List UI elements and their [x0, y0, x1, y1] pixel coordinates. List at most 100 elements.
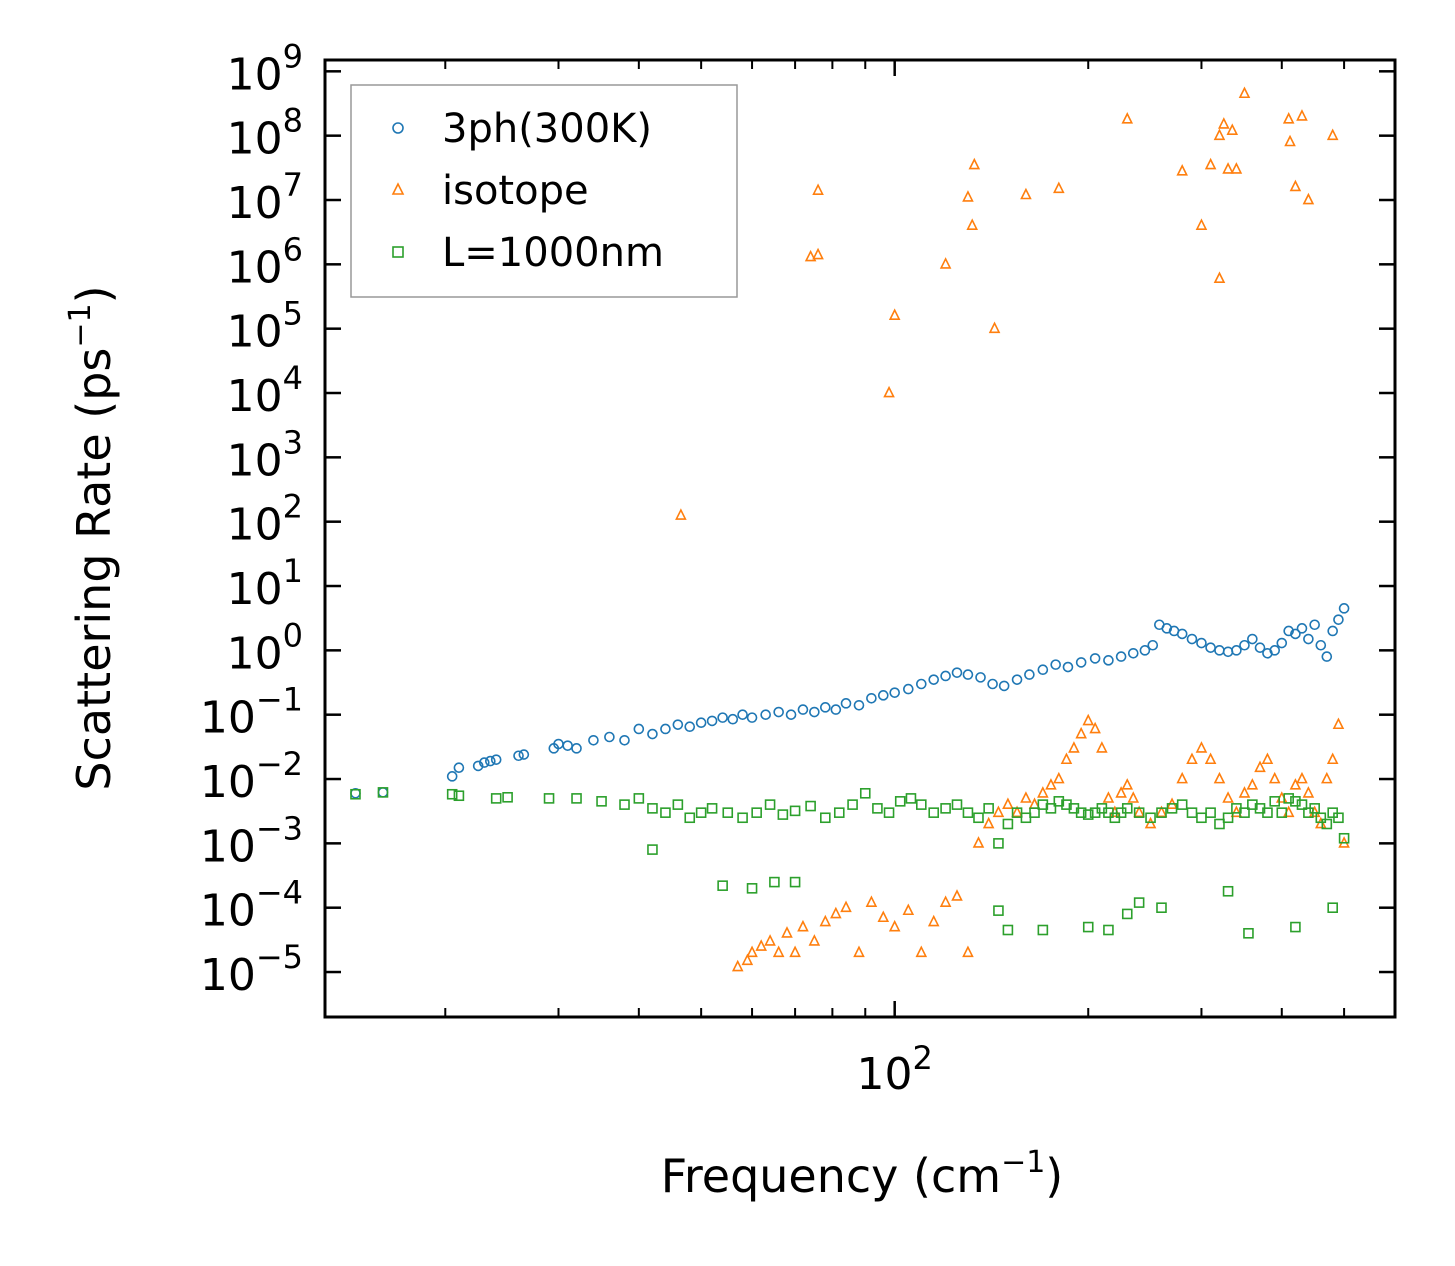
- point-isotope: [1282, 112, 1295, 124]
- point-isotope: [865, 895, 878, 908]
- point-l-1000nm: [894, 796, 906, 807]
- data-points: [350, 86, 1350, 972]
- point-3ph-300k: [1176, 628, 1188, 640]
- point-l-1000nm: [905, 793, 917, 804]
- point-isotope: [1075, 726, 1087, 739]
- point-l-1000nm: [1309, 803, 1320, 814]
- point-l-1000nm: [350, 788, 361, 800]
- point-3ph-300k: [1309, 619, 1320, 631]
- point-isotope: [939, 895, 952, 908]
- point-3ph-300k: [1011, 674, 1023, 685]
- point-isotope: [1204, 752, 1217, 765]
- point-isotope: [1068, 741, 1080, 753]
- point-l-1000nm: [1239, 807, 1250, 818]
- y-tick-label: 102: [227, 488, 303, 551]
- point-isotope: [1268, 771, 1281, 784]
- point-3ph-300k: [706, 715, 718, 727]
- point-isotope: [741, 953, 754, 966]
- point-l-1000nm: [633, 793, 645, 804]
- point-l-1000nm: [1156, 902, 1167, 913]
- point-l-1000nm: [764, 799, 776, 810]
- point-isotope: [1296, 771, 1308, 784]
- point-l-1000nm: [619, 799, 630, 810]
- point-isotope: [1326, 752, 1339, 765]
- point-isotope: [1289, 778, 1302, 790]
- point-l-1000nm: [647, 844, 658, 855]
- point-3ph-300k: [1161, 623, 1173, 634]
- point-l-1000nm: [1205, 807, 1216, 818]
- point-l-1000nm: [684, 812, 696, 824]
- point-l-1000nm: [1176, 799, 1188, 810]
- point-l-1000nm: [1166, 803, 1178, 814]
- point-isotope: [1332, 717, 1345, 730]
- point-isotope: [1037, 786, 1049, 798]
- point-3ph-300k: [619, 734, 630, 746]
- point-isotope: [1222, 791, 1234, 803]
- point-isotope: [1127, 791, 1140, 803]
- point-3ph-300k: [1127, 647, 1139, 659]
- point-isotope: [992, 805, 1005, 818]
- point-3ph-300k: [633, 723, 645, 735]
- y-tick-label: 10−5: [200, 938, 303, 1001]
- legend-box: [350, 84, 738, 298]
- y-axis-ticks: 10−510−410−310−210−110010110210310410510…: [200, 37, 1395, 1001]
- point-3ph-300k: [1147, 639, 1159, 651]
- point-isotope: [1089, 721, 1101, 734]
- point-l-1000nm: [951, 799, 963, 810]
- legend: 3ph(300K) isotope L=1000nm: [350, 84, 738, 298]
- point-3ph-300k: [1062, 661, 1074, 673]
- point-l-1000nm: [543, 793, 555, 804]
- plot-frame: [323, 58, 1397, 1019]
- point-isotope: [1213, 771, 1226, 784]
- point-isotope: [1254, 760, 1266, 773]
- point-isotope: [1176, 771, 1188, 784]
- point-l-1000nm: [916, 799, 927, 810]
- point-isotope: [1213, 271, 1226, 284]
- point-isotope: [888, 919, 901, 932]
- point-isotope: [1284, 134, 1296, 147]
- point-3ph-300k: [866, 692, 877, 704]
- point-l-1000nm: [1321, 818, 1333, 830]
- y-tick-label: 10−1: [200, 681, 303, 744]
- point-isotope: [1302, 786, 1315, 798]
- point-l-1000nm: [453, 790, 465, 802]
- point-isotope: [1060, 752, 1073, 765]
- point-isotope: [772, 945, 785, 958]
- point-isotope: [927, 914, 940, 927]
- point-3ph-300k: [472, 760, 484, 772]
- point-isotope: [1321, 771, 1333, 784]
- point-l-1000nm: [722, 807, 734, 818]
- point-l-1000nm: [1222, 812, 1234, 824]
- point-isotope: [1230, 162, 1243, 174]
- point-l-1000nm: [647, 803, 658, 814]
- point-3ph-300k: [877, 690, 889, 701]
- point-3ph-300k: [820, 702, 831, 713]
- point-3ph-300k: [717, 712, 728, 723]
- y-tick-label: 10−4: [200, 874, 303, 937]
- point-3ph-300k: [797, 704, 809, 715]
- point-isotope: [1195, 741, 1208, 753]
- point-isotope: [1053, 771, 1065, 784]
- y-tick-label: 105: [227, 295, 303, 358]
- point-l-1000nm: [1269, 796, 1281, 807]
- point-isotope: [675, 508, 687, 520]
- point-isotope: [840, 900, 852, 913]
- point-3ph-300k: [1269, 645, 1281, 656]
- point-l-1000nm: [1214, 818, 1225, 830]
- point-l-1000nm: [746, 883, 758, 894]
- point-l-1000nm: [1029, 807, 1040, 818]
- point-isotope: [877, 910, 890, 923]
- point-l-1000nm: [737, 812, 748, 824]
- point-3ph-300k: [1296, 623, 1308, 634]
- point-l-1000nm: [717, 880, 728, 891]
- point-3ph-300k: [571, 743, 582, 754]
- point-l-1000nm: [820, 812, 831, 824]
- point-isotope: [1326, 128, 1339, 141]
- point-3ph-300k: [1115, 651, 1127, 662]
- point-3ph-300k: [490, 754, 502, 765]
- point-isotope: [1011, 805, 1023, 818]
- point-l-1000nm: [672, 799, 684, 810]
- point-l-1000nm: [1296, 799, 1308, 810]
- point-isotope: [968, 157, 981, 170]
- point-l-1000nm: [1133, 807, 1145, 818]
